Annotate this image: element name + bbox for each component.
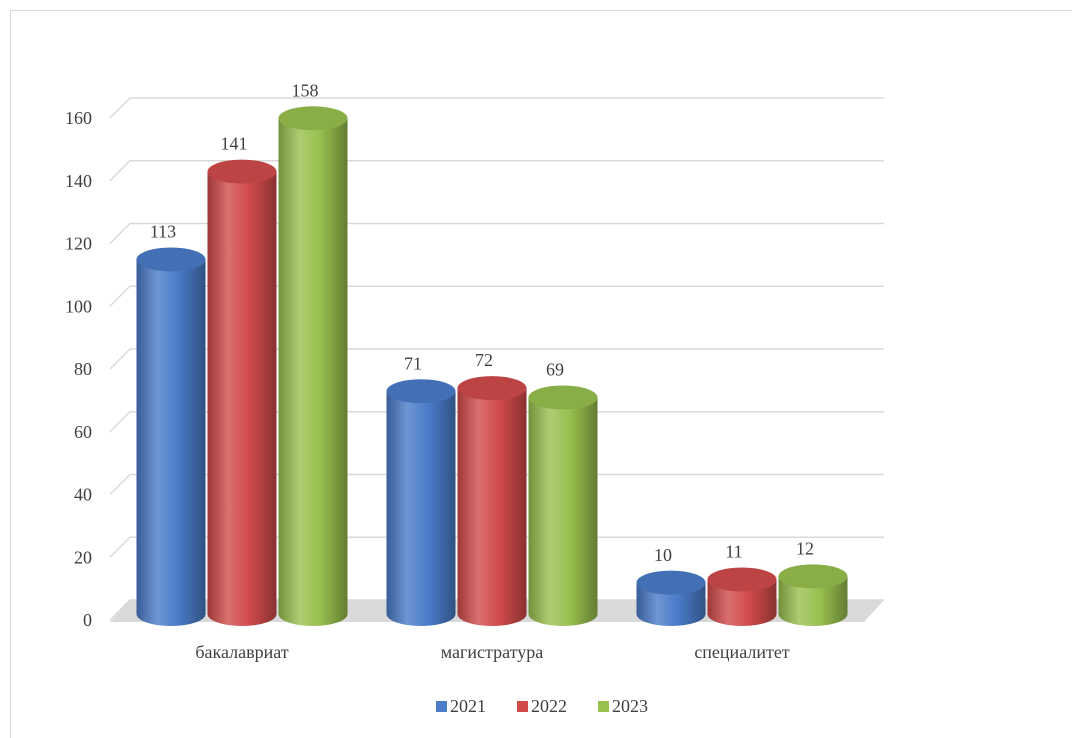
y-tick-label: 80 [74, 359, 92, 379]
bar [207, 171, 277, 615]
x-tick-label: магистратура [441, 642, 544, 662]
grid-line [109, 348, 884, 370]
bar [278, 118, 348, 615]
data-label: 10 [654, 545, 672, 565]
data-label: 158 [292, 80, 319, 100]
bar-top [707, 567, 777, 592]
y-tick-label: 160 [65, 108, 92, 128]
grid-line [109, 411, 884, 433]
data-label: 71 [404, 353, 422, 373]
grid-line [109, 536, 884, 558]
legend-swatch [598, 701, 609, 712]
data-label: 141 [221, 134, 248, 154]
y-tick-label: 140 [65, 171, 92, 191]
y-tick-label: 40 [74, 485, 92, 505]
bar [136, 259, 206, 614]
data-label: 113 [150, 222, 176, 242]
bar-top [528, 385, 598, 410]
bar-top [636, 570, 706, 595]
data-label: 11 [725, 542, 742, 562]
legend-swatch [517, 701, 528, 712]
legend-label: 2022 [531, 696, 567, 716]
y-tick-label: 0 [83, 610, 92, 630]
y-tick-label: 120 [65, 234, 92, 254]
legend-label: 2023 [612, 696, 648, 716]
bar-top [207, 159, 277, 184]
data-label: 12 [796, 538, 814, 558]
legend-swatch [436, 701, 447, 712]
bar-top [778, 564, 848, 589]
grid-line [109, 97, 884, 119]
bar [528, 397, 598, 614]
bar [457, 388, 527, 614]
bar-top [278, 106, 348, 131]
data-label: 72 [475, 350, 493, 370]
grid-line [109, 473, 884, 496]
x-tick-label: бакалавриат [195, 642, 288, 662]
bar-top [136, 247, 206, 272]
grid-line [109, 160, 884, 182]
grid-line [109, 222, 884, 245]
y-tick-label: 60 [74, 422, 92, 442]
grid-line [109, 599, 884, 621]
data-label: 69 [546, 360, 564, 380]
y-tick-label: 100 [65, 296, 92, 316]
grid-line [109, 285, 884, 307]
bar [386, 391, 456, 614]
x-tick-label: специалитет [694, 642, 789, 662]
legend-label: 2021 [450, 696, 486, 716]
y-tick-label: 20 [74, 547, 92, 567]
bar-top [457, 376, 527, 401]
bar-top [386, 379, 456, 404]
